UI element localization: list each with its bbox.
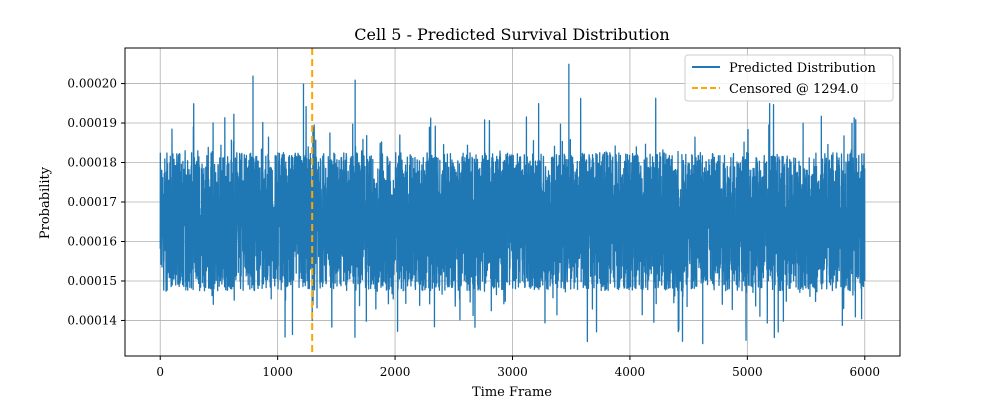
chart-title: Cell 5 - Predicted Survival Distribution xyxy=(354,25,669,44)
y-tick-label: 0.00019 xyxy=(67,116,117,130)
x-tick-label: 4000 xyxy=(615,365,646,379)
x-axis-ticks: 0 1000 2000 3000 4000 5000 6000 xyxy=(156,356,880,379)
x-tick-label: 2000 xyxy=(380,365,411,379)
y-tick-label: 0.00014 xyxy=(67,313,117,327)
x-tick-label: 0 xyxy=(156,365,164,379)
legend-label-predicted: Predicted Distribution xyxy=(729,61,877,76)
legend: Predicted Distribution Censored @ 1294.0 xyxy=(684,54,894,102)
x-tick-label: 6000 xyxy=(849,365,880,379)
x-tick-label: 3000 xyxy=(497,365,528,379)
legend-label-censored: Censored @ 1294.0 xyxy=(729,82,859,97)
legend-box xyxy=(684,54,894,102)
x-tick-label: 5000 xyxy=(732,365,763,379)
y-axis-label: Probability xyxy=(38,166,53,239)
x-tick-label: 1000 xyxy=(262,365,293,379)
y-tick-label: 0.00017 xyxy=(67,195,117,209)
y-tick-label: 0.00018 xyxy=(67,156,117,170)
series-line-predicted-distribution xyxy=(159,63,866,345)
y-tick-label: 0.00016 xyxy=(67,234,117,248)
y-tick-label: 0.00015 xyxy=(67,274,117,288)
series-layer xyxy=(159,63,866,345)
y-tick-label: 0.00020 xyxy=(67,77,117,91)
y-axis-ticks: 0.00014 0.00015 0.00016 0.00017 0.00018 0.000… xyxy=(67,77,125,327)
x-axis-label: Time Frame xyxy=(472,385,552,400)
